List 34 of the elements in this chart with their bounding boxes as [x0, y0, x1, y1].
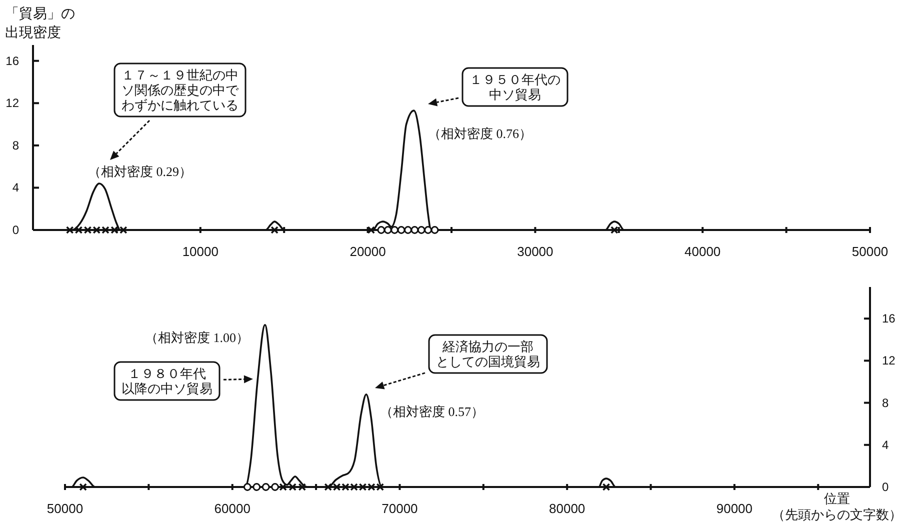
y2-tick-label: 4 — [882, 438, 889, 452]
x-tick-label: 90000 — [716, 501, 753, 516]
y2-tick-label: 12 — [882, 354, 896, 368]
annotation: （相対密度 0.76） — [428, 126, 532, 141]
y2-tick-label: 8 — [882, 396, 889, 410]
annotation: （相対密度 0.29） — [88, 164, 192, 179]
x-tick-label: 20000 — [350, 244, 386, 259]
y-tick-label: 12 — [6, 96, 20, 110]
y-tick-label: 8 — [12, 138, 20, 152]
annotation: １７～１９世紀の中ソ関係の歴史の中でわずかに触れている — [122, 68, 240, 112]
annotation: （相対密度 1.00） — [145, 330, 249, 345]
x-tick-label: 70000 — [382, 501, 418, 516]
x-tick-label: 60000 — [214, 501, 250, 516]
annotation: （相対密度 0.57） — [380, 404, 484, 419]
y-tick-label: 16 — [6, 54, 20, 68]
y2-tick-label: 16 — [882, 312, 896, 326]
callout-box: 経済協力の一部としての国境貿易 — [428, 334, 548, 374]
x-tick-label: 80000 — [549, 501, 586, 516]
callout-box: １９５０年代の中ソ貿易 — [462, 67, 568, 107]
x-tick-label: 50000 — [852, 244, 888, 259]
x-tick-label: 30000 — [517, 244, 554, 259]
y-tick-label: 0 — [12, 223, 20, 237]
annotation: １９８０年代以降の中ソ貿易 — [122, 366, 212, 396]
x-axis-title: 位置（先頭からの文字数） — [772, 491, 900, 522]
y-tick-label: 4 — [12, 180, 20, 195]
callout-box: １７～１９世紀の中ソ関係の歴史の中でわずかに触れている — [114, 62, 246, 118]
annotation: １９５０年代の中ソ貿易 — [470, 72, 560, 102]
callout-box: １９８０年代以降の中ソ貿易 — [114, 361, 220, 401]
y-axis-title: 「貿易」の出現密度 — [5, 6, 75, 41]
y2-tick-label: 0 — [882, 480, 889, 494]
x-tick-label: 10000 — [182, 244, 218, 259]
x-tick-label: 40000 — [684, 244, 721, 259]
annotation: 経済協力の一部としての国境貿易 — [436, 339, 540, 369]
x-tick-label: 50000 — [46, 501, 84, 516]
